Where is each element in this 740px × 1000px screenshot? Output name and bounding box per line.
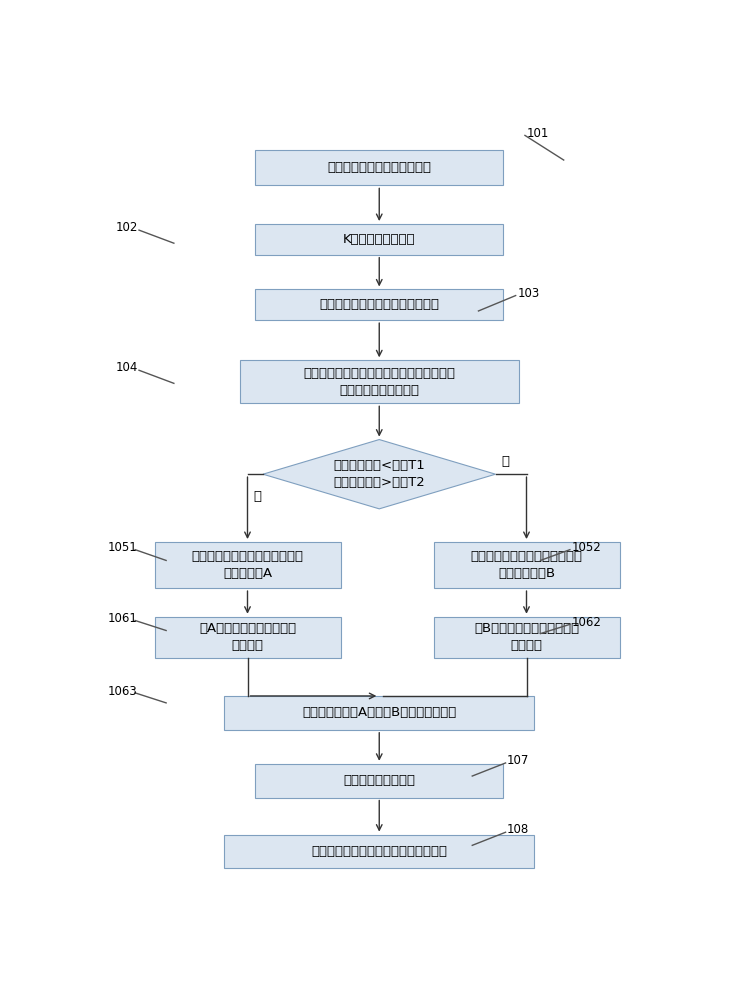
Text: 1062: 1062	[571, 616, 602, 629]
FancyBboxPatch shape	[224, 835, 534, 868]
FancyBboxPatch shape	[255, 150, 503, 185]
Text: 读取超声图像，获得图像数据: 读取超声图像，获得图像数据	[327, 161, 431, 174]
Text: 对图像进行对数变换获取对数图像: 对图像进行对数变换获取对数图像	[319, 298, 440, 311]
FancyBboxPatch shape	[155, 542, 340, 588]
Text: 输出处理后的超声图像数据，显示图像: 输出处理后的超声图像数据，显示图像	[312, 845, 447, 858]
FancyBboxPatch shape	[434, 617, 619, 658]
Text: 101: 101	[526, 127, 549, 140]
Text: 103: 103	[517, 287, 539, 300]
Text: 1052: 1052	[571, 541, 601, 554]
Text: 计算各个像素点与周围近似圆形邻域的加权
均值差异和差异的方差: 计算各个像素点与周围近似圆形邻域的加权 均值差异和差异的方差	[303, 367, 455, 397]
Text: 将满足要求的像素点的集合标记
为平稳区域A: 将满足要求的像素点的集合标记 为平稳区域A	[192, 550, 303, 580]
Text: K近邻加权均值滤波: K近邻加权均值滤波	[343, 233, 416, 246]
Text: 将不满足要求的像素点的集合标
记为细节区域B: 将不满足要求的像素点的集合标 记为细节区域B	[471, 550, 582, 580]
FancyBboxPatch shape	[255, 764, 503, 798]
Text: 加权均值差异<阈值T1
均值差异方差>阈值T2: 加权均值差异<阈值T1 均值差异方差>阈值T2	[334, 459, 425, 489]
FancyBboxPatch shape	[255, 289, 503, 320]
Text: 对B区域进行小波变换软阈值
滤波处理: 对B区域进行小波变换软阈值 滤波处理	[474, 622, 579, 652]
Text: 108: 108	[507, 823, 529, 836]
Text: 104: 104	[115, 361, 138, 374]
Text: 107: 107	[507, 754, 530, 767]
FancyBboxPatch shape	[240, 360, 519, 403]
Text: 1061: 1061	[108, 612, 138, 625]
Text: 102: 102	[115, 221, 138, 234]
Text: 对A区域进行空域各项同性
滤波处理: 对A区域进行空域各项同性 滤波处理	[199, 622, 296, 652]
Text: 是: 是	[254, 490, 262, 503]
Text: 1063: 1063	[108, 685, 138, 698]
FancyBboxPatch shape	[224, 696, 534, 730]
Polygon shape	[263, 440, 496, 509]
Text: 对图像进行指数变换: 对图像进行指数变换	[343, 774, 415, 787]
FancyBboxPatch shape	[155, 617, 340, 658]
FancyBboxPatch shape	[434, 542, 619, 588]
Text: 否: 否	[502, 455, 510, 468]
Text: 1051: 1051	[108, 541, 138, 554]
FancyBboxPatch shape	[255, 224, 503, 255]
Text: 对处理后的区域A和区域B相加合成新图像: 对处理后的区域A和区域B相加合成新图像	[302, 706, 457, 719]
